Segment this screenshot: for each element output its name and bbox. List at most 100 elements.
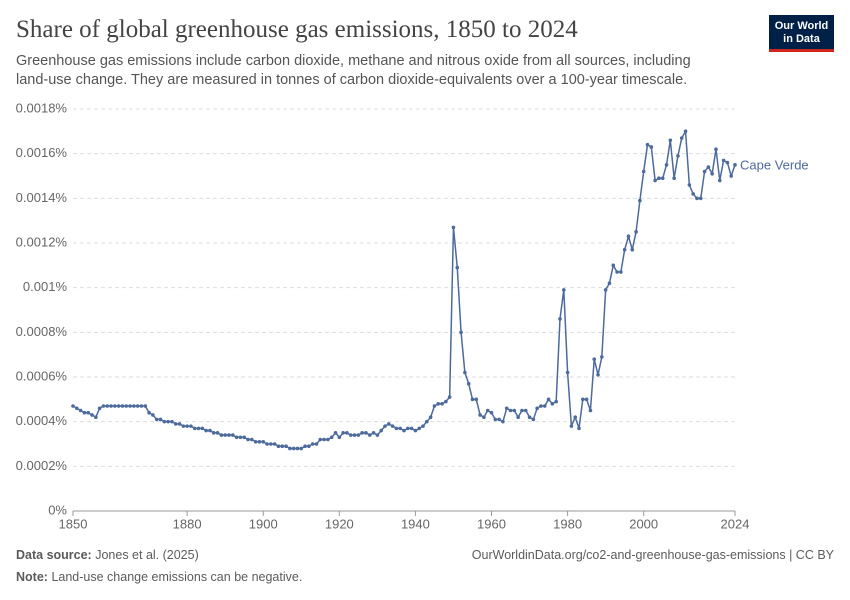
point <box>459 330 463 335</box>
point <box>181 424 186 428</box>
point <box>717 178 722 183</box>
point <box>101 404 106 408</box>
point <box>348 433 353 437</box>
point <box>94 415 98 420</box>
point <box>520 408 524 413</box>
point <box>147 410 151 415</box>
x-tick-label: 1880 <box>173 516 202 531</box>
point <box>82 410 87 415</box>
point <box>367 433 372 437</box>
point <box>333 431 338 435</box>
point <box>223 433 227 437</box>
point <box>151 413 155 417</box>
point <box>653 178 657 183</box>
point <box>71 404 75 408</box>
point <box>379 428 383 433</box>
x-tick-label: 2000 <box>629 516 658 531</box>
point <box>402 428 406 433</box>
logo[interactable]: Our World in Data <box>769 15 834 52</box>
point <box>600 355 604 359</box>
point <box>337 435 342 440</box>
point <box>291 446 296 451</box>
point <box>219 433 224 437</box>
point <box>280 444 285 449</box>
point <box>581 397 585 402</box>
point <box>230 433 235 437</box>
point <box>721 158 726 163</box>
point <box>729 174 733 178</box>
point <box>588 408 593 413</box>
point <box>314 442 319 446</box>
point <box>177 422 182 426</box>
x-tick-label: 1960 <box>477 516 506 531</box>
point <box>672 176 676 181</box>
point <box>417 426 422 431</box>
point <box>284 444 288 449</box>
point <box>413 428 418 433</box>
point <box>383 424 387 428</box>
y-tick-label: 0.0012% <box>16 234 68 249</box>
point <box>265 442 269 446</box>
y-tick-label: 0.0004% <box>16 413 68 428</box>
y-tick-label: 0% <box>48 502 67 517</box>
point <box>356 433 361 437</box>
point <box>733 163 737 167</box>
point <box>463 370 467 375</box>
point <box>440 402 444 406</box>
point <box>227 433 231 437</box>
point <box>116 404 121 408</box>
point <box>447 395 452 399</box>
point <box>638 198 642 203</box>
point <box>200 426 205 431</box>
point <box>436 402 441 406</box>
point <box>272 442 277 446</box>
point <box>360 431 364 435</box>
point <box>478 413 482 417</box>
point <box>455 265 460 270</box>
point <box>135 404 140 408</box>
point <box>345 431 349 435</box>
x-tick-label: 1980 <box>553 516 582 531</box>
point <box>645 142 650 147</box>
y-tick-label: 0.0018% <box>16 100 68 115</box>
point <box>215 431 220 435</box>
point <box>189 424 193 428</box>
point <box>626 234 631 239</box>
point <box>676 154 680 158</box>
point <box>97 406 102 411</box>
point <box>242 435 247 440</box>
point <box>535 406 539 411</box>
x-tick-label: 1940 <box>401 516 430 531</box>
point <box>607 281 612 286</box>
point <box>371 431 376 435</box>
point <box>120 404 125 408</box>
point <box>341 431 345 435</box>
point <box>573 415 578 420</box>
point <box>466 381 471 386</box>
url[interactable]: OurWorldinData.org/co2-and-greenhouse-ga… <box>471 548 834 562</box>
point <box>192 426 197 431</box>
point <box>253 439 258 444</box>
point <box>474 397 479 402</box>
point <box>660 176 665 181</box>
point <box>444 399 448 404</box>
point <box>523 408 528 413</box>
point <box>482 415 486 420</box>
point <box>409 426 414 431</box>
point <box>683 129 688 134</box>
point <box>158 417 163 422</box>
point <box>542 404 547 408</box>
point <box>508 408 513 413</box>
point <box>550 402 555 406</box>
chart-subtitle: Greenhouse gas emissions include carbon … <box>16 53 691 88</box>
note-label: Note: <box>16 570 48 584</box>
point <box>75 406 79 411</box>
point <box>170 419 174 424</box>
point <box>162 419 167 424</box>
point <box>250 437 254 442</box>
point <box>154 417 159 422</box>
point <box>489 410 494 415</box>
point <box>406 426 410 431</box>
point <box>398 426 402 431</box>
point <box>611 263 616 268</box>
